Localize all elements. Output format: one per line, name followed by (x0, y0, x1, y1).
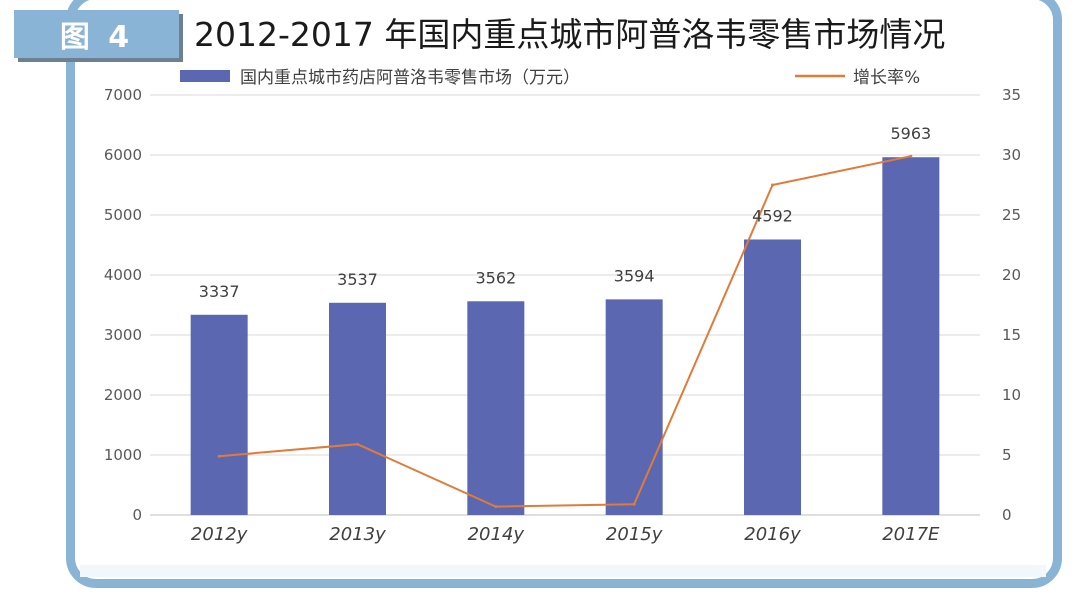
y-right-tick-label: 35 (1002, 86, 1021, 104)
legend-bar-swatch (180, 70, 230, 82)
frame-bottom-strip (80, 565, 1046, 577)
y-right-tick-label: 5 (1002, 446, 1012, 464)
y-right-tick-label: 10 (1002, 386, 1021, 404)
x-tick-label: 2016y (744, 524, 801, 545)
figure-title: 2012-2017 年国内重点城市阿普洛韦零售市场情况 (194, 15, 946, 54)
bar-series (190, 157, 940, 516)
y-left-tick-label: 1000 (104, 446, 142, 464)
legend: 国内重点城市药店阿普洛韦零售市场（万元） 增长率% (180, 68, 920, 88)
figure-badge: 图 4 (14, 10, 179, 58)
y-right-tick-label: 30 (1002, 146, 1021, 164)
growth-rate-point (217, 454, 221, 458)
y-right-tick-label: 20 (1002, 266, 1021, 284)
growth-rate-point (632, 502, 636, 506)
grid-lines (150, 94, 980, 516)
y-axis-right: 0 5 10 15 20 25 30 35 (1002, 86, 1021, 524)
x-tick-label: 2014y (468, 524, 525, 545)
bar (329, 302, 386, 515)
bar (882, 157, 940, 515)
y-right-tick-label: 0 (1002, 506, 1012, 524)
bar-value-label: 5963 (890, 124, 931, 143)
y-left-tick-label: 7000 (104, 86, 142, 104)
x-axis: 2012y 2013y 2014y 2015y 2016y 2017E (191, 524, 940, 545)
y-axis-left: 0 1000 2000 3000 4000 5000 6000 7000 (104, 86, 142, 524)
bar (190, 314, 248, 515)
bar-value-label: 3537 (337, 270, 378, 289)
bar-value-label: 3562 (475, 268, 516, 287)
y-left-tick-label: 0 (132, 506, 142, 524)
bar (744, 239, 801, 516)
y-left-tick-label: 5000 (104, 206, 142, 224)
bar (467, 301, 525, 515)
bar (605, 299, 663, 515)
x-tick-label: 2015y (606, 524, 663, 545)
x-tick-label: 2013y (329, 524, 386, 545)
legend-line-label: 增长率% (853, 68, 920, 88)
growth-rate-line (219, 155, 912, 508)
bar-value-label: 4592 (752, 206, 793, 225)
y-right-tick-label: 15 (1002, 326, 1021, 344)
y-left-tick-label: 3000 (104, 326, 142, 344)
x-tick-label: 2017E (882, 524, 940, 545)
y-left-tick-label: 6000 (104, 146, 142, 164)
growth-rate-point (909, 154, 913, 158)
growth-rate-point (356, 442, 359, 446)
bar-value-label: 3337 (199, 282, 240, 301)
growth-rate-point (494, 505, 498, 509)
y-left-tick-label: 2000 (104, 386, 142, 404)
bar-data-labels: 3337 3537 3562 3594 4592 5963 (199, 124, 931, 301)
y-left-tick-label: 4000 (104, 266, 142, 284)
legend-bar-label: 国内重点城市药店阿普洛韦零售市场（万元） (240, 68, 580, 88)
growth-rate-point (771, 183, 774, 187)
line-series (217, 154, 913, 509)
y-right-tick-label: 25 (1002, 206, 1021, 224)
bar-value-label: 3594 (614, 266, 655, 285)
x-tick-label: 2012y (191, 524, 248, 545)
